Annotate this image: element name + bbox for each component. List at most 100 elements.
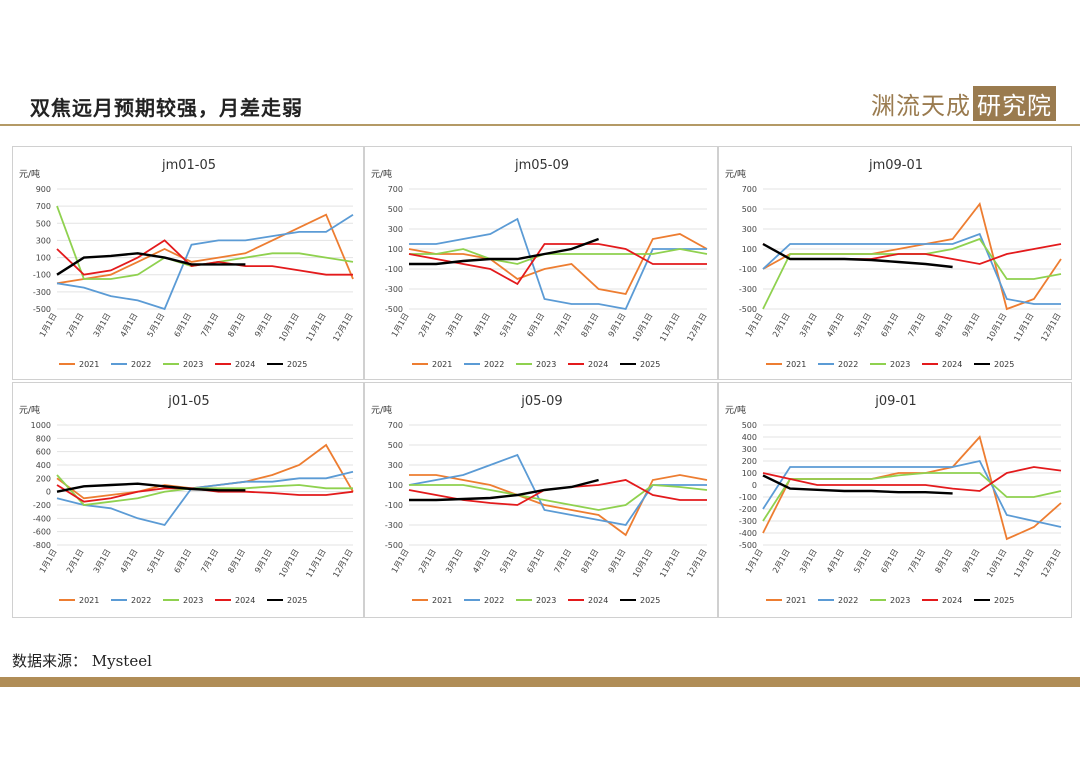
y-tick-label: -100 (385, 265, 403, 274)
chart-title: j05-09 (520, 394, 562, 409)
x-tick-label: 5月1日 (145, 548, 166, 575)
x-tick-label: 8月1日 (579, 548, 600, 575)
x-tick-label: 10月1日 (631, 312, 654, 344)
y-tick-label: 500 (388, 205, 403, 214)
series-line-2021 (408, 233, 708, 296)
x-tick-label: 10月1日 (277, 548, 300, 580)
chart-title: jm05-09 (514, 158, 569, 173)
x-tick-label: 7月1日 (199, 312, 220, 339)
legend-label: 2022 (838, 360, 858, 369)
legend-label: 2024 (235, 596, 255, 605)
x-tick-label: 5月1日 (852, 312, 873, 339)
series-line-2023 (409, 484, 708, 511)
series-line-2024 (762, 466, 1062, 492)
series-line-2025 (56, 482, 246, 493)
y-tick-label: 700 (388, 185, 403, 194)
x-tick-label: 7月1日 (906, 312, 927, 339)
legend-label: 2024 (942, 360, 962, 369)
legend-label: 2021 (432, 596, 452, 605)
x-tick-label: 6月1日 (172, 312, 193, 339)
legend-label: 2025 (640, 596, 660, 605)
x-tick-label: 9月1日 (607, 312, 628, 339)
x-tick-label: 7月1日 (552, 548, 573, 575)
chart-svg: jm01-05 元/吨 900 700 500 300 100 -100 -300 -5001月1… (19, 158, 355, 369)
y-tick-label: -300 (33, 288, 51, 297)
x-tick-label: 3月1日 (798, 548, 819, 575)
x-tick-label: 3月1日 (92, 548, 113, 575)
footer-bar (0, 677, 1080, 687)
y-tick-label: 1000 (31, 421, 51, 430)
y-tick-label: -500 (33, 305, 51, 314)
x-tick-label: 1月1日 (38, 312, 59, 339)
x-tick-label: 9月1日 (961, 548, 982, 575)
legend-label: 2022 (131, 360, 151, 369)
x-tick-label: 12月1日 (685, 312, 708, 344)
x-tick-label: 12月1日 (331, 548, 354, 580)
y-tick-label: -300 (385, 285, 403, 294)
series-line-2023 (409, 248, 708, 265)
x-tick-label: 11月1日 (304, 548, 327, 580)
y-tick-label: -100 (33, 271, 51, 280)
legend-label: 2025 (994, 360, 1014, 369)
legend-label: 2023 (890, 360, 910, 369)
legend-label: 2022 (131, 596, 151, 605)
legend-label: 2021 (432, 360, 452, 369)
series-line-2024 (408, 243, 707, 286)
header-rule (0, 124, 1080, 126)
series-line-2022 (56, 213, 354, 311)
legend-label: 2021 (786, 360, 806, 369)
legend-label: 2024 (588, 360, 608, 369)
x-tick-label: 1月1日 (38, 548, 59, 575)
legend-label: 2023 (536, 596, 556, 605)
y-tick-label: 700 (742, 185, 757, 194)
logo-text: 渊流天成 (871, 92, 971, 120)
y-tick-label: 700 (36, 202, 51, 211)
x-tick-label: 10月1日 (985, 312, 1008, 344)
x-tick-label: 5月1日 (145, 312, 166, 339)
legend-label: 2022 (484, 596, 504, 605)
series-line-2021 (762, 435, 1062, 541)
y-axis-label: 元/吨 (371, 404, 392, 416)
y-tick-label: 100 (388, 481, 403, 490)
y-tick-label: 0 (46, 488, 51, 497)
y-tick-label: 700 (388, 421, 403, 430)
series-line-2025 (56, 252, 246, 276)
x-tick-label: 12月1日 (1039, 548, 1062, 580)
y-tick-label: 300 (388, 461, 403, 470)
y-axis-label: 元/吨 (725, 168, 746, 180)
x-tick-label: 4月1日 (825, 312, 846, 339)
x-tick-label: 4月1日 (471, 312, 492, 339)
chart-title: jm09-01 (868, 158, 923, 173)
chart-title: j01-05 (167, 394, 209, 409)
x-tick-label: 12月1日 (685, 548, 708, 580)
legend-label: 2021 (786, 596, 806, 605)
x-tick-label: 3月1日 (444, 312, 465, 339)
x-tick-label: 11月1日 (304, 312, 327, 344)
x-tick-label: 2月1日 (771, 548, 792, 575)
x-tick-label: 2月1日 (417, 312, 438, 339)
y-tick-label: -500 (385, 305, 403, 314)
x-tick-label: 2月1日 (65, 312, 86, 339)
x-tick-label: 10月1日 (277, 312, 300, 344)
y-tick-label: 100 (742, 245, 757, 254)
chart-jm05-09: jm05-09 元/吨 700 500 300 100 -100 -300 -500 1月1日 2月… (364, 146, 718, 380)
x-tick-label: 8月1日 (933, 548, 954, 575)
x-tick-label: 11月1日 (658, 548, 681, 580)
x-tick-label: 9月1日 (607, 548, 628, 575)
y-tick-label: 600 (36, 448, 51, 457)
brand-logo: 渊流天成 研究院 (871, 86, 1056, 121)
x-tick-label: 5月1日 (498, 312, 519, 339)
legend-label: 2024 (235, 360, 255, 369)
x-tick-label: 4月1日 (825, 548, 846, 575)
x-tick-label: 4月1日 (119, 548, 140, 575)
x-tick-label: 11月1日 (1012, 312, 1035, 344)
y-tick-label: -100 (385, 501, 403, 510)
x-tick-label: 11月1日 (658, 312, 681, 344)
y-tick-label: 0 (752, 481, 757, 490)
y-tick-label: -600 (33, 528, 51, 537)
y-tick-label: 200 (36, 474, 51, 483)
x-tick-label: 6月1日 (525, 548, 546, 575)
page-title: 双焦远月预期较强，月差走弱 (30, 96, 303, 120)
series-line-2022 (409, 217, 707, 311)
